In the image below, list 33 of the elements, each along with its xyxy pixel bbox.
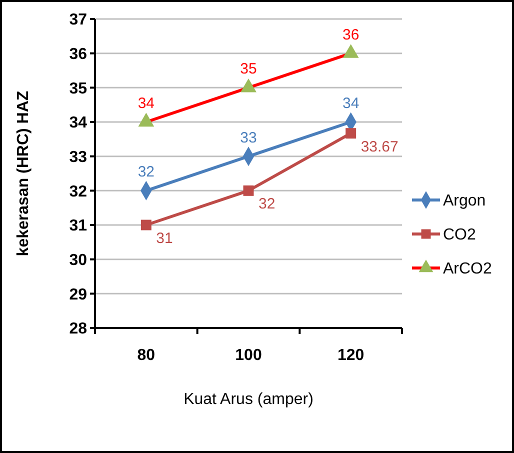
y-tick-label: 32 (69, 183, 88, 200)
data-label: 32 (258, 196, 276, 213)
data-label: 33 (240, 129, 257, 146)
y-tick-label: 29 (69, 286, 88, 304)
point (243, 185, 254, 196)
point (342, 44, 359, 58)
x-tick-label: 120 (337, 347, 364, 364)
x-axis-title: Kuat Arus (amper) (184, 391, 314, 408)
data-label: 34 (138, 95, 155, 112)
point (138, 112, 154, 127)
point (140, 220, 152, 230)
data-label: 33.67 (360, 138, 398, 156)
data-label: 31 (156, 230, 173, 247)
y-tick-label: 37 (69, 12, 88, 29)
point (346, 128, 356, 139)
y-tick-label: 28 (69, 320, 88, 338)
y-axis-title: kekerasan (HRC) HAZ (15, 90, 32, 256)
y-tick-label: 34 (69, 114, 88, 132)
data-label: 34 (342, 95, 360, 112)
y-tick-label: 33 (69, 148, 88, 166)
data-label: 36 (342, 26, 360, 44)
x-tick-label: 100 (235, 347, 262, 364)
y-tick-label: 30 (69, 252, 88, 269)
data-label: 32 (138, 164, 155, 181)
legend-label: ArCO2 (443, 260, 492, 278)
y-tick-label: 31 (69, 218, 88, 235)
y-tick-label: 35 (69, 80, 88, 98)
data-label: 35 (240, 60, 257, 78)
legend-label: CO2 (443, 226, 476, 244)
y-tick-label: 36 (69, 46, 88, 63)
legend-label: Argon (443, 192, 486, 210)
point (240, 78, 256, 92)
x-tick-label: 80 (137, 347, 156, 364)
